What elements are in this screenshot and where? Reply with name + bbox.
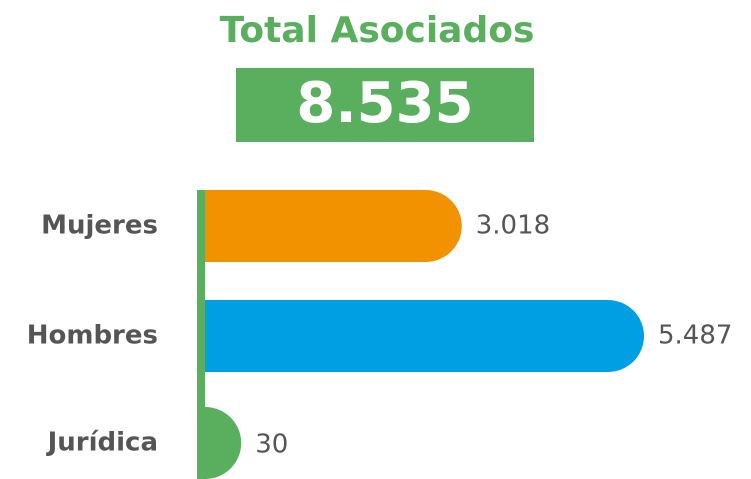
axis-line [197, 190, 205, 479]
category-label: Mujeres [41, 211, 158, 241]
total-value: 8.535 [296, 71, 473, 136]
value-label: 3.018 [476, 211, 550, 241]
total-box [236, 68, 534, 142]
category-label: Jurídica [46, 428, 158, 458]
bar [203, 407, 242, 479]
category-label: Hombres [27, 321, 158, 351]
chart-title: Total Asociados [220, 10, 535, 51]
value-label: 30 [255, 430, 288, 460]
bar [203, 300, 644, 372]
bar [203, 190, 462, 262]
value-label: 5.487 [658, 321, 732, 351]
